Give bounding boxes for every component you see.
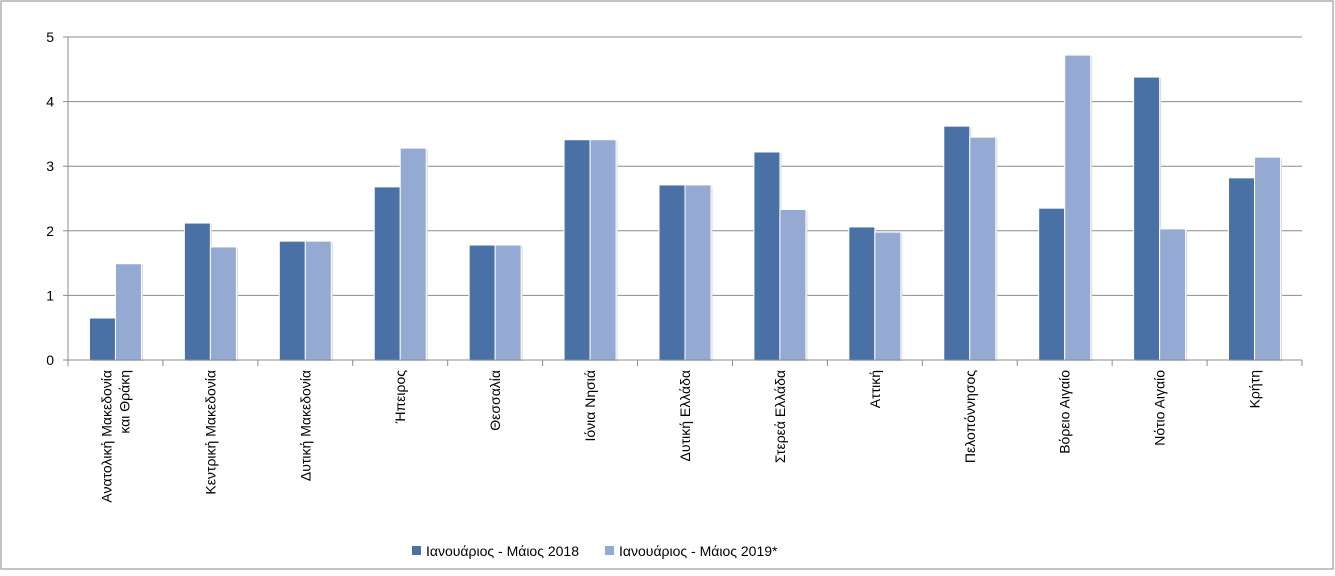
x-tick-label-line: Ιόνια Νησιά xyxy=(582,370,598,442)
x-tick-label-line: Βόρειο Αιγαίο xyxy=(1057,370,1073,454)
x-tick-label: Νότιο Αιγαίο xyxy=(1152,370,1168,446)
bar xyxy=(1064,54,1092,361)
y-tick-label: 3 xyxy=(46,158,54,174)
bar xyxy=(1133,76,1161,361)
bar xyxy=(684,184,712,361)
x-tick-label-line: Δυτική Ελλάδα xyxy=(677,370,693,461)
bar xyxy=(848,226,876,361)
bar xyxy=(88,317,116,361)
x-tick-label: Βόρειο Αιγαίο xyxy=(1057,370,1073,454)
bar xyxy=(563,139,591,361)
y-tick-label: 0 xyxy=(46,352,54,368)
x-tick-label-line: Κρήτη xyxy=(1247,370,1263,408)
bar xyxy=(183,222,211,361)
bar xyxy=(278,240,306,361)
bar xyxy=(589,139,617,361)
bar xyxy=(779,208,807,361)
x-tick-label: Πελοπόννησος xyxy=(962,370,978,463)
legend-swatch xyxy=(605,546,615,555)
x-tick-label-line: Κεντρική Μακεδονία xyxy=(202,370,218,495)
bar xyxy=(209,246,237,361)
y-tick-label: 4 xyxy=(46,94,54,110)
x-tick-label-line: Δυτική Μακεδονία xyxy=(297,370,313,481)
y-tick-label: 2 xyxy=(46,223,54,239)
x-tick-label: Ήπειρος xyxy=(392,370,408,424)
x-tick-label: Κεντρική Μακεδονία xyxy=(202,370,218,495)
x-tick-label: Ιόνια Νησιά xyxy=(582,370,598,442)
x-tick-label: Στερεά Ελλάδα xyxy=(772,370,788,463)
bar xyxy=(1038,207,1066,361)
x-tick-label: Ανατολική Μακεδονία και Θράκη xyxy=(98,370,132,503)
x-tick-label: Δυτική Ελλάδα xyxy=(677,370,693,461)
x-tick-label-line: Πελοπόννησος xyxy=(962,370,978,463)
bar xyxy=(658,184,686,361)
bar xyxy=(373,186,401,361)
x-tick-label: Κρήτη xyxy=(1247,370,1263,408)
bar xyxy=(114,263,142,361)
x-tick-label: Αττική xyxy=(867,370,883,408)
y-tick-label: 5 xyxy=(46,29,54,45)
legend-label: Ιανουάριος - Μάιος 2018 xyxy=(426,543,579,559)
bar xyxy=(753,151,781,361)
bar xyxy=(969,136,997,361)
x-tick-label-line: Αττική xyxy=(867,370,883,408)
bar xyxy=(399,147,427,361)
x-tick-label-line: Ήπειρος xyxy=(392,370,408,424)
x-tick-label-line: Ανατολική Μακεδονία xyxy=(98,370,114,503)
bar xyxy=(468,244,496,361)
x-tick-label-line: Νότιο Αιγαίο xyxy=(1152,370,1168,446)
legend-swatch xyxy=(412,546,421,555)
bar xyxy=(1254,156,1282,361)
bar xyxy=(943,125,971,361)
x-tick-label-line: και Θράκη xyxy=(116,370,132,434)
bar xyxy=(1159,228,1187,361)
x-tick-label: Θεσσαλία xyxy=(487,370,503,431)
bar xyxy=(304,240,332,361)
y-tick-label: 1 xyxy=(46,287,54,303)
bar xyxy=(494,244,522,361)
x-tick-label-line: Στερεά Ελλάδα xyxy=(772,370,788,463)
bar xyxy=(874,231,902,361)
x-tick-label-line: Θεσσαλία xyxy=(487,370,503,431)
legend-label: Ιανουάριος - Μάιος 2019* xyxy=(619,543,778,559)
bar xyxy=(1228,177,1256,361)
x-tick-label: Δυτική Μακεδονία xyxy=(297,370,313,481)
